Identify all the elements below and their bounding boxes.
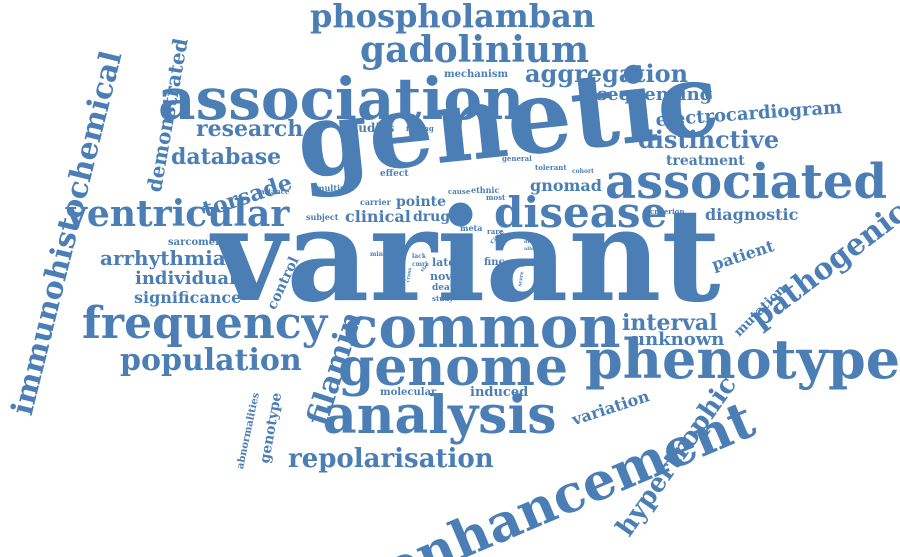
word-phenotype: phenotype	[585, 327, 900, 391]
word-aggregation: aggregation	[525, 59, 689, 88]
word-late: late	[432, 256, 456, 269]
word-cmri: cmri	[412, 261, 428, 268]
word-most: most	[486, 193, 506, 202]
word-associated: associated	[605, 154, 887, 210]
word-population: population	[120, 343, 302, 378]
word-unknown: unknown	[632, 329, 725, 350]
word-finding: finding	[406, 124, 434, 133]
word-drug: drug	[413, 209, 451, 225]
word-disdp: disdp	[524, 239, 540, 245]
word-pointe: pointe	[396, 194, 446, 210]
word-analysis: analysis	[323, 385, 557, 446]
word-ventricular: ventricular	[66, 193, 290, 235]
word-clinical: clinical	[345, 207, 411, 226]
word-death: death	[432, 283, 461, 293]
word-effect: effect	[380, 169, 409, 179]
word-study: study	[432, 294, 454, 303]
word-common: common	[343, 293, 621, 361]
word-finc: finc	[484, 257, 505, 268]
word-allele: allele	[524, 246, 540, 252]
word-studies: studies	[346, 121, 395, 135]
word-gadolinium: gadolinium	[360, 29, 590, 71]
word-sequencing: sequencing	[597, 84, 713, 105]
word-interval: interval	[622, 310, 718, 336]
word-association: association	[158, 65, 525, 133]
word-variance: variance	[256, 187, 290, 196]
word-repolarisation: repolarisation	[288, 444, 494, 474]
word-variant: variant	[212, 181, 721, 331]
word-treatment: treatment	[666, 153, 745, 169]
word-genome: genome	[338, 337, 569, 398]
word-meta: meta	[460, 223, 483, 233]
word-arrhythmia: arrhythmia	[100, 246, 226, 270]
word-mechanism: mechanism	[444, 69, 509, 80]
word-rare: rare	[487, 227, 504, 236]
word-induced: induced	[470, 385, 529, 400]
word-tolerant: tolerant	[535, 163, 567, 172]
word-carrier: carrier	[360, 197, 391, 207]
word-molecular: molecular	[380, 387, 437, 398]
word-disease: disease	[494, 188, 668, 237]
word-multiple: multiple	[316, 183, 354, 193]
word-lack: lack	[412, 253, 426, 260]
word-database: database	[171, 144, 282, 170]
word-ethnic: ethnic	[471, 185, 500, 195]
word-frequency: frequency	[82, 298, 328, 349]
word-ratio: ratio	[511, 263, 525, 269]
word-diagnostic: diagnostic	[705, 205, 799, 224]
word-minor: minor	[370, 251, 391, 258]
word-research: research	[196, 116, 304, 142]
word-distinctive: distinctive	[638, 125, 780, 154]
word-cohort: cohort	[572, 168, 594, 175]
word-criterion: criterion	[650, 207, 685, 216]
word-phospholamban: phospholamban	[310, 0, 596, 35]
word-general: general	[502, 154, 532, 163]
word-cause: cause	[448, 187, 471, 196]
word-variation: variation	[569, 386, 652, 430]
word-individual: individual	[135, 268, 236, 289]
word-sarcomere: sarcomere	[168, 237, 227, 248]
word-subject: subject	[306, 212, 339, 222]
word-significance: significance	[134, 288, 242, 307]
word-genotype: genotype	[257, 391, 286, 465]
word-novel: novel	[430, 270, 463, 283]
word-gnomad: gnomad	[530, 176, 602, 195]
